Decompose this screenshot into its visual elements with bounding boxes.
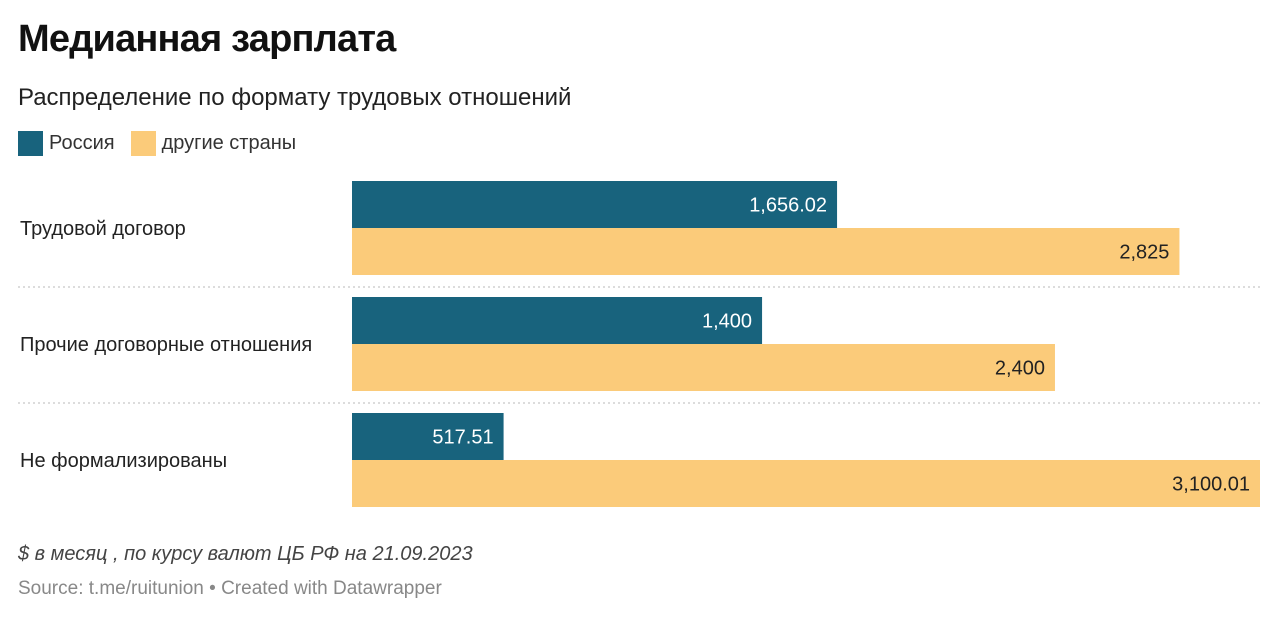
data-label-other: 3,100.01 xyxy=(1172,474,1250,496)
chart-title: Медианная зарплата xyxy=(18,18,396,60)
legend-swatch-other xyxy=(130,131,156,156)
legend-item-other: другие страны xyxy=(130,131,297,156)
chart-subtitle: Распределение по формату трудовых отноше… xyxy=(18,84,572,111)
data-label-russia: 1,400 xyxy=(702,311,752,333)
bar-russia xyxy=(352,413,504,460)
data-label-other: 2,825 xyxy=(1119,242,1169,264)
category-label: Прочие договорные отношения xyxy=(20,334,312,356)
data-label-russia: 517.51 xyxy=(432,427,493,449)
legend-label-other: другие страны xyxy=(161,132,297,154)
bar-other xyxy=(352,228,1180,275)
data-label-russia: 1,656.02 xyxy=(749,195,827,217)
legend: Россия другие страны xyxy=(18,131,312,156)
data-label-other: 2,400 xyxy=(995,358,1045,380)
bar-other xyxy=(352,460,1260,507)
chart-source: Source: t.me/ruitunion • Created with Da… xyxy=(18,578,442,599)
legend-item-russia: Россия xyxy=(18,131,115,156)
category-label: Не формализированы xyxy=(20,450,227,472)
legend-swatch-russia xyxy=(18,131,43,156)
chart-notes: $ в месяц , по курсу валют ЦБ РФ на 21.0… xyxy=(18,543,473,565)
legend-label-russia: Россия xyxy=(49,132,115,154)
bar-other xyxy=(352,344,1055,391)
category-label: Трудовой договор xyxy=(20,218,186,240)
bar-russia xyxy=(352,297,763,344)
bar-russia xyxy=(352,181,838,228)
